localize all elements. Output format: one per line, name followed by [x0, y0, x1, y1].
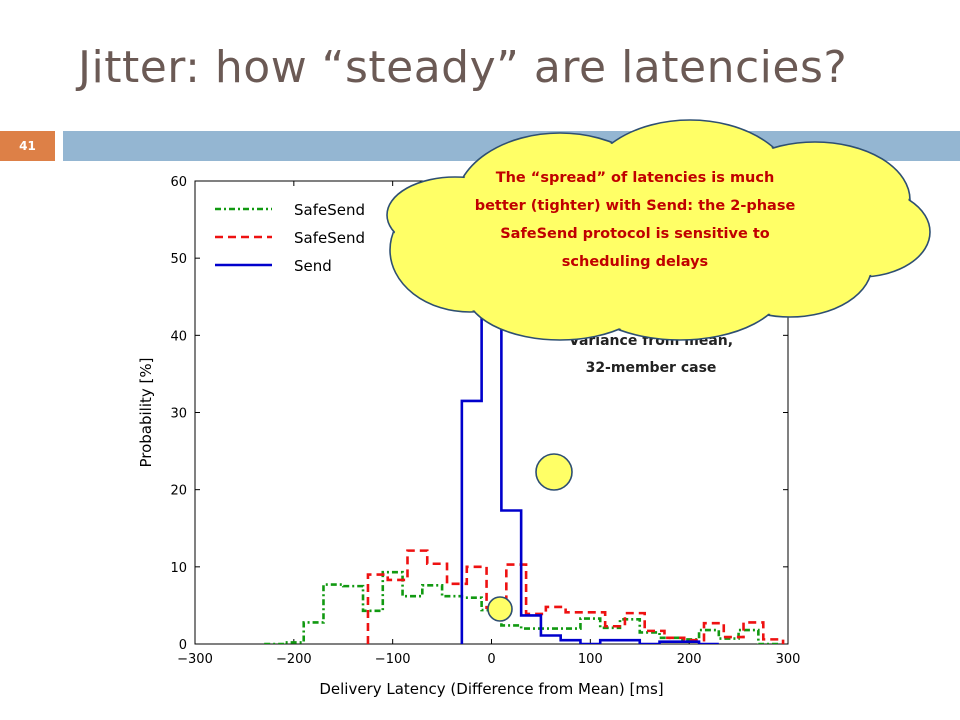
slide-number: 41 — [0, 131, 55, 161]
x-tick-label: 100 — [578, 652, 603, 667]
y-tick-label: 30 — [170, 407, 187, 422]
axis-ticks: −300 −200 −100 0 100 200 300 0 10 20 30 40 50 60 — [170, 175, 800, 667]
cloud-center — [440, 162, 890, 302]
legend-label: Send — [294, 257, 332, 275]
y-axis-label: Probability [%] — [137, 357, 155, 467]
x-tick-label: 200 — [677, 652, 702, 667]
x-tick-label: 0 — [487, 652, 495, 667]
cloud-shape — [386, 119, 931, 341]
x-tick-label: −200 — [276, 652, 312, 667]
y-tick-label: 50 — [170, 252, 187, 267]
y-tick-label: 40 — [170, 329, 187, 344]
x-tick-label: −300 — [177, 652, 213, 667]
x-tick-label: −100 — [375, 652, 411, 667]
legend-label: SafeSend — [294, 229, 365, 247]
plot-area: −300 −200 −100 0 100 200 300 0 10 20 30 40 50 60 Safe… — [170, 175, 800, 667]
y-tick-label: 0 — [179, 638, 187, 653]
thought-bubble-medium — [535, 453, 573, 491]
annotation: Variance from mean, 32-member case — [569, 333, 733, 376]
callout-line-3: SafeSend protocol is sensitive to — [500, 226, 770, 242]
x-tick-label: 300 — [776, 652, 801, 667]
callout-line-1: The “spread” of latencies is much — [496, 170, 775, 186]
series-line-2 — [366, 549, 785, 644]
callout-line-2: better (tighter) with Send: the 2-phase — [475, 198, 796, 214]
y-tick-label: 60 — [170, 175, 187, 190]
thought-bubble-callout: The “spread” of latencies is much better… — [386, 119, 931, 622]
y-tick-label: 10 — [170, 561, 187, 576]
legend-label: SafeSend — [294, 201, 365, 219]
x-axis-label: Delivery Latency (Difference from Mean) … — [319, 680, 663, 698]
legend: SafeSend SafeSend Send — [215, 201, 365, 275]
annotation-line-2: 32-member case — [586, 360, 717, 376]
callout-line-4: scheduling delays — [562, 254, 708, 270]
y-tick-label: 20 — [170, 484, 187, 499]
slide-title: Jitter: how “steady” are latencies? — [78, 42, 848, 93]
thought-bubble-small — [487, 596, 513, 622]
